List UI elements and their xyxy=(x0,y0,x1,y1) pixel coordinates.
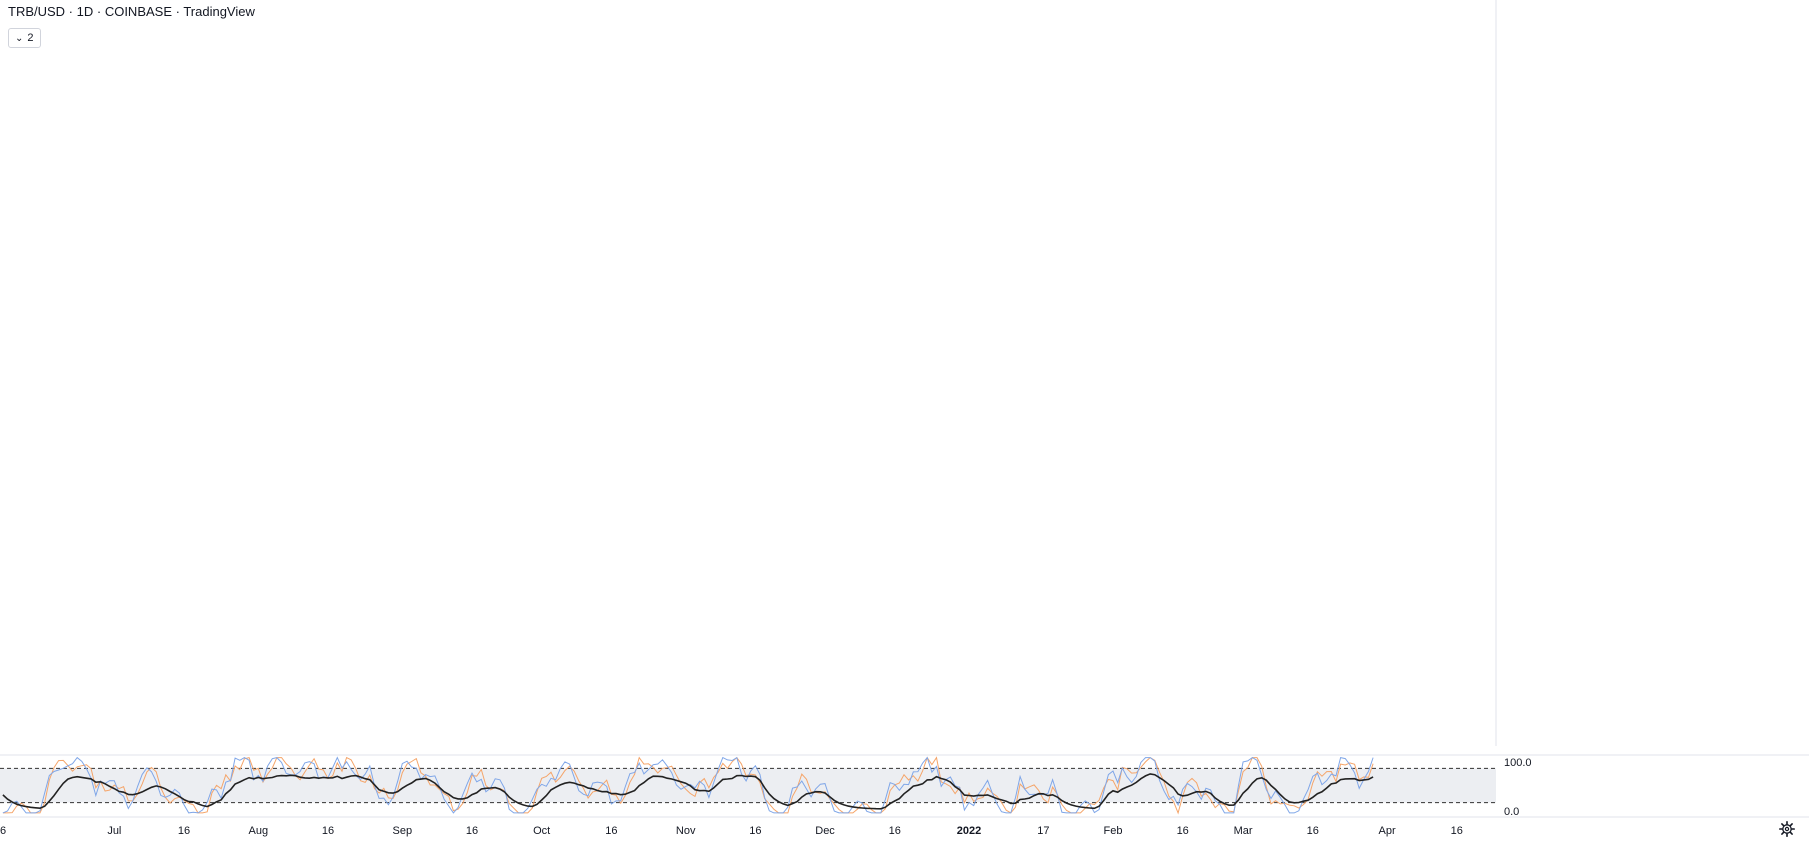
symbol-title: TRB/USD · 1D · COINBASE · TradingView xyxy=(8,4,255,19)
oscillator-main-line xyxy=(2,773,1374,810)
time-tick-label: 17 xyxy=(1037,825,1049,837)
gear-icon[interactable] xyxy=(1779,821,1795,837)
time-tick-label: Sep xyxy=(393,825,413,837)
time-tick-label: Dec xyxy=(815,825,835,837)
time-tick-label: Aug xyxy=(249,825,269,837)
time-tick-label: 2022 xyxy=(957,825,981,837)
time-tick-label: Jul xyxy=(107,825,121,837)
time-tick-label: 16 xyxy=(1177,825,1189,837)
time-tick-label: Feb xyxy=(1104,825,1123,837)
time-axis[interactable]: 6 Jul 16 Aug 16 Sep 16 Oct 16 Nov 16 Dec 16 2022 17 Feb… xyxy=(0,816,1809,837)
time-tick-label: 16 xyxy=(466,825,478,837)
time-tick-label: 16 xyxy=(178,825,190,837)
time-tick-label: 16 xyxy=(889,825,901,837)
time-tick-label: 6 xyxy=(0,825,6,837)
time-tick-label: 16 xyxy=(605,825,617,837)
indicator-count: 2 xyxy=(27,32,34,44)
oscillator-tick-label: 0.0 xyxy=(1504,806,1519,818)
time-tick-label: 16 xyxy=(1307,825,1319,837)
oscillator-band xyxy=(0,768,1496,803)
time-tick-label: Apr xyxy=(1379,825,1396,837)
time-tick-label: 16 xyxy=(749,825,761,837)
time-tick-label: 16 xyxy=(322,825,334,837)
interval: 1D xyxy=(76,4,94,19)
oscillator-k-line xyxy=(2,756,1374,814)
time-tick-label: Nov xyxy=(676,825,696,837)
symbol-name: TRB/USD xyxy=(8,4,66,19)
price-axis[interactable]: 75.0000000067.5000000062.5000000056.5000… xyxy=(1495,0,1597,746)
oscillator-tick-label: 100.0 xyxy=(1504,757,1532,769)
platform: TradingView xyxy=(183,4,255,19)
indicator-toggle-button[interactable]: ⌄ 2 xyxy=(8,28,41,48)
time-tick-label: Oct xyxy=(533,825,550,837)
time-tick-label: 16 xyxy=(1451,825,1463,837)
exchange: COINBASE xyxy=(104,4,172,19)
oscillator-pane: 100.0 0.0 xyxy=(0,754,1809,818)
time-tick-label: Mar xyxy=(1234,825,1253,837)
chevron-down-icon: ⌄ xyxy=(15,33,24,44)
